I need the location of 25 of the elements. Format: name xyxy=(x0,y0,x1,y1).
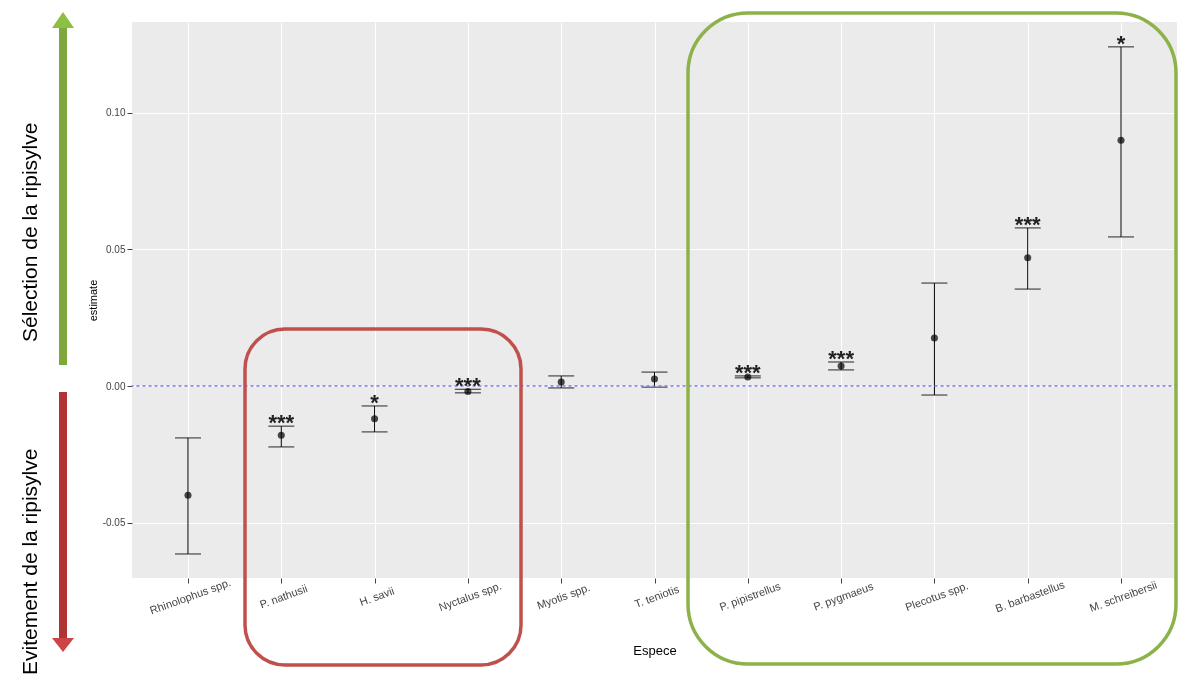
point xyxy=(184,491,192,499)
y-tick-label: -0.05 xyxy=(102,517,126,529)
point xyxy=(650,375,659,383)
y-axis-title: estimate xyxy=(86,279,99,322)
point xyxy=(1117,136,1125,144)
y-tick-label: 0.00 xyxy=(106,380,126,392)
point xyxy=(930,334,938,342)
x-tick-label: Myotis spp. xyxy=(535,581,592,612)
annotation: *** xyxy=(734,359,762,385)
point xyxy=(371,415,379,423)
y-tick-label: 0.10 xyxy=(106,107,126,119)
annotation: * xyxy=(1116,30,1126,56)
point xyxy=(1024,254,1032,262)
text: Sélection de la ripisylve xyxy=(18,122,42,342)
point xyxy=(277,431,285,439)
annotation: *** xyxy=(1014,211,1041,237)
annotation: *** xyxy=(455,373,482,399)
x-tick-label: H. savii xyxy=(357,584,396,608)
annotation: *** xyxy=(268,410,295,436)
annotation: *** xyxy=(828,345,855,371)
annotation: * xyxy=(370,389,380,415)
x-tick-label: T. teniotis xyxy=(632,582,682,610)
x-axis-title: Espece xyxy=(633,642,677,658)
text: Evitement de la ripisylve xyxy=(18,448,42,675)
y-tick-label: 0.05 xyxy=(106,243,126,255)
